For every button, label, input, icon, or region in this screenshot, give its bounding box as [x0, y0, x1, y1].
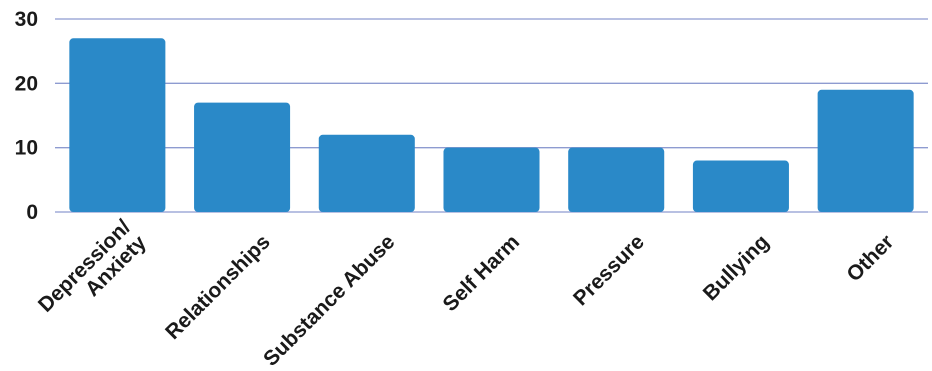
- bar: [443, 147, 540, 212]
- y-tick-label: 20: [15, 72, 38, 95]
- bar: [692, 160, 789, 212]
- x-category-label: Self Harm: [439, 230, 525, 316]
- y-tick-label: 30: [15, 8, 38, 31]
- y-tick-label: 0: [26, 201, 38, 224]
- bar: [194, 102, 291, 212]
- x-category-label: Depression/Anxiety: [34, 215, 151, 332]
- bar: [318, 134, 415, 212]
- x-category-label: Bullying: [699, 230, 774, 305]
- bar: [817, 89, 914, 212]
- x-category-label: Substance Abuse: [259, 230, 399, 370]
- x-category-label-line: Self Harm: [439, 230, 525, 316]
- x-category-label-line: Bullying: [699, 230, 774, 305]
- x-category-label-line: Other: [842, 230, 898, 286]
- x-category-label-line: Pressure: [569, 230, 649, 310]
- bar: [568, 147, 665, 212]
- x-category-label: Relationships: [161, 230, 275, 344]
- x-category-label: Pressure: [569, 230, 649, 310]
- bars: [69, 38, 914, 212]
- y-tick-label: 10: [15, 137, 38, 160]
- y-axis-ticks: 0 10 20 30: [15, 8, 38, 224]
- x-category-label-line: Substance Abuse: [259, 230, 399, 370]
- x-axis-categories: Depression/Anxiety RelationshipsSubstance…: [34, 215, 898, 370]
- x-category-label: Other: [842, 230, 898, 286]
- x-category-label-line: Relationships: [161, 230, 275, 344]
- bar: [69, 38, 166, 212]
